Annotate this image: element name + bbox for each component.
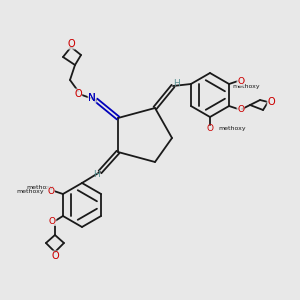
Text: H: H: [172, 79, 179, 88]
Text: O: O: [237, 76, 244, 85]
Text: methoxy: methoxy: [232, 83, 260, 88]
Text: O: O: [51, 251, 59, 261]
Text: O: O: [51, 251, 59, 261]
Text: O: O: [47, 187, 54, 196]
Text: O: O: [67, 39, 75, 49]
Text: N: N: [88, 93, 96, 103]
Text: N: N: [88, 93, 96, 103]
Text: O: O: [267, 97, 275, 107]
Text: O: O: [267, 97, 275, 107]
Text: O: O: [74, 89, 82, 99]
Text: O: O: [237, 104, 244, 113]
Text: O: O: [74, 89, 82, 99]
Text: O: O: [49, 217, 56, 226]
Text: O: O: [47, 187, 54, 196]
Text: H: H: [94, 170, 100, 179]
Text: O: O: [237, 76, 244, 85]
Text: O: O: [49, 217, 56, 226]
Text: O: O: [206, 124, 214, 133]
Text: methoxy: methoxy: [26, 184, 54, 190]
Text: O: O: [67, 39, 75, 49]
Text: methoxy: methoxy: [218, 125, 246, 130]
Text: N: N: [88, 93, 96, 103]
Text: methoxy: methoxy: [16, 188, 44, 194]
Text: O: O: [237, 104, 244, 113]
